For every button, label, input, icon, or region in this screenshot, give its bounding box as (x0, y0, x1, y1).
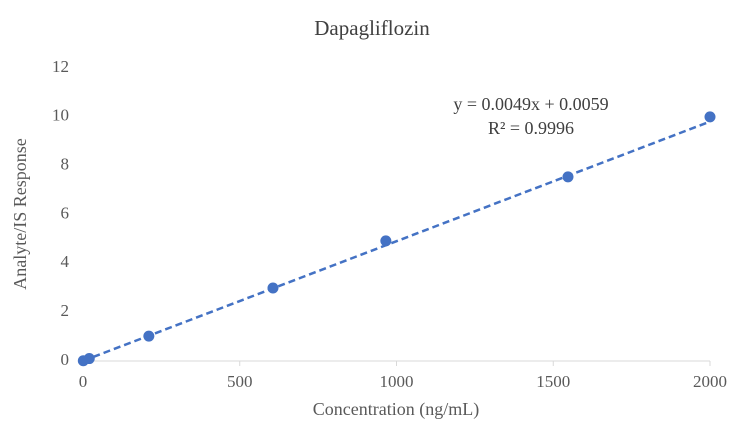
y-axis-title: Analyte/IS Response (10, 138, 30, 289)
trendline-equation: y = 0.0049x + 0.0059 (453, 94, 608, 114)
y-tick-label: 12 (52, 57, 69, 76)
x-tick-label: 1000 (380, 372, 414, 391)
data-point (562, 171, 574, 183)
x-tick-label: 500 (227, 372, 253, 391)
y-tick-label: 10 (52, 106, 69, 125)
data-point (143, 330, 155, 342)
y-tick-label: 0 (61, 350, 70, 369)
chart-title: Dapagliflozin (314, 16, 430, 40)
x-tick-label: 0 (79, 372, 88, 391)
y-tick-label: 8 (61, 155, 70, 174)
data-point (83, 353, 95, 365)
y-tick-label: 2 (61, 301, 70, 320)
x-tick-label: 1500 (536, 372, 570, 391)
trendline (82, 120, 711, 363)
data-point (380, 235, 392, 247)
trendline-r2: R² = 0.9996 (488, 118, 574, 138)
y-tick-label: 4 (61, 252, 70, 271)
x-axis-title: Concentration (ng/mL) (313, 399, 479, 420)
y-tick-label: 6 (61, 203, 70, 222)
data-point (704, 111, 716, 123)
x-tick-label: 2000 (693, 372, 727, 391)
data-point (267, 282, 279, 294)
